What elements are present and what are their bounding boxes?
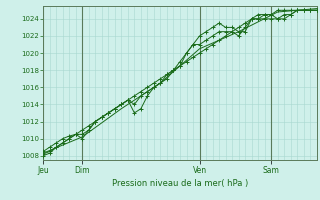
X-axis label: Pression niveau de la mer( hPa ): Pression niveau de la mer( hPa ) (112, 179, 248, 188)
